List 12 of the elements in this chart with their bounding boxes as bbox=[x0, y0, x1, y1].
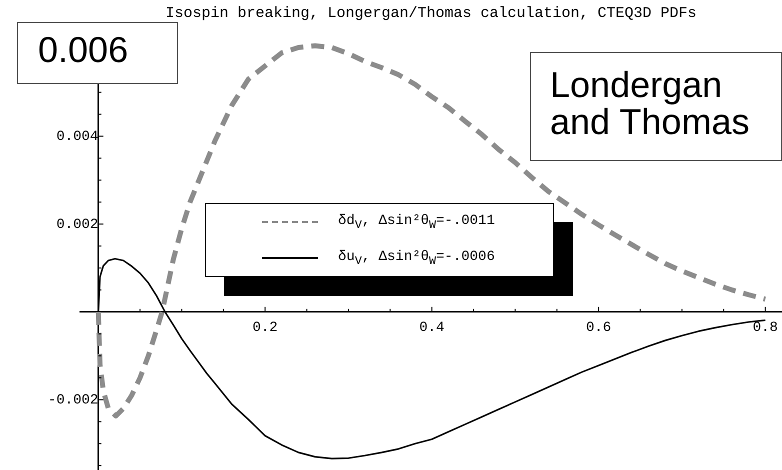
x-tick-label: 0.6 bbox=[586, 320, 612, 336]
chart-title: Isospin breaking, Longergan/Thomas calculation, CTEQ3D PDFs bbox=[165, 4, 697, 22]
legend-label: δd$_{V}$, Δsin²θ$_{W}$=-.0011 bbox=[338, 212, 495, 232]
y-tick-label: 0.004 bbox=[56, 128, 98, 145]
legend-label: δu$_{V}$, Δsin²θ$_{W}$=-.0006 bbox=[338, 248, 495, 268]
y-tick-label: -0.002 bbox=[48, 392, 98, 408]
y-tick-label: 0.002 bbox=[56, 216, 98, 233]
x-tick-label: 0.8 bbox=[752, 320, 778, 336]
x-tick-label: 0.2 bbox=[252, 320, 278, 336]
x-tick-label: 0.4 bbox=[419, 320, 444, 336]
annotation: 0.006 bbox=[17, 22, 178, 84]
annotation: Londergan and Thomas bbox=[530, 52, 782, 161]
